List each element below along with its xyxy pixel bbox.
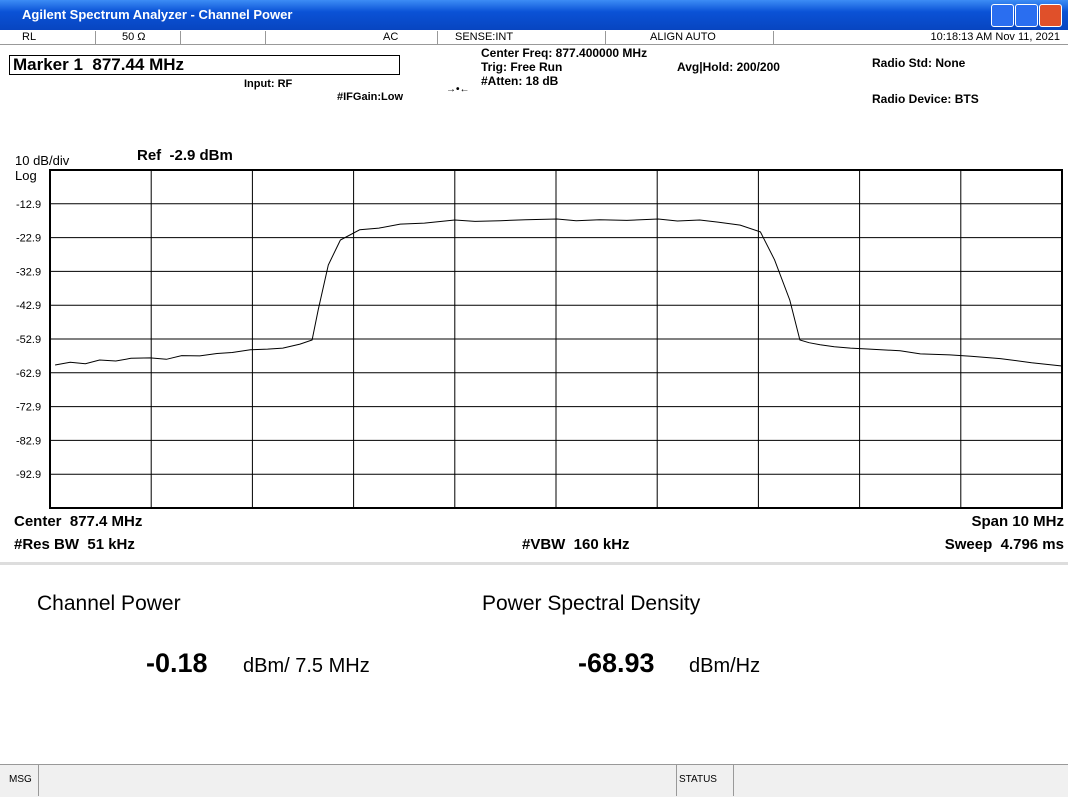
scale-type: Log [15,168,37,183]
separator [676,764,677,796]
status-text: SENSE:INT [455,31,514,43]
minimize-button[interactable] [991,4,1014,27]
separator [180,31,181,45]
message-bar [0,764,1068,797]
header-text: Input: RF [244,78,293,90]
header-text: Avg|Hold: 200/200 [677,60,780,74]
header-text: Radio Std: None [872,56,966,70]
msg-label: MSG [9,774,32,785]
footer-text: #VBW 160 kHz [522,536,630,553]
separator [733,764,734,796]
header-text: Center Freq: 877.400000 MHz [481,46,648,60]
separator [773,31,774,45]
footer-text: Sweep 4.796 ms [944,536,1064,553]
y-tick-label: -92.9 [16,469,41,481]
status-text: 10:18:13 AM Nov 11, 2021 [930,31,1060,43]
close-button[interactable] [1039,4,1062,27]
y-tick-label: -52.9 [16,334,41,346]
title-bar: Agilent Spectrum Analyzer - Channel Powe… [0,0,1068,30]
status-text: RL [22,31,37,43]
plot-frame [49,169,1063,509]
maximize-button[interactable] [1015,4,1038,27]
header-text: Trig: Free Run [481,60,563,74]
result-unit: dBm/Hz [689,655,761,677]
status-text: 50 Ω [122,31,146,43]
footer-text: #Res BW 51 kHz [14,536,135,553]
y-tick-label: -42.9 [16,300,41,312]
marker-readout[interactable]: Marker 1 877.44 MHz [9,55,400,75]
y-tick-label: -82.9 [16,435,41,447]
trig-icon: →•← [446,84,470,95]
separator [437,31,438,45]
result-label: Power Spectral Density [482,592,701,615]
separator [265,31,266,45]
footer-text: Center 877.4 MHz [14,513,143,530]
footer-text: Span 10 MHz [971,513,1064,530]
result-unit: dBm/ 7.5 MHz [243,655,370,677]
separator [95,31,96,45]
status-text: AC [383,31,399,43]
scale-text: 10 dB/div [15,153,70,168]
plot: -12.9 -22.9 -32.9 -42.9 -52.9 -62.9 -72.9 -82.9… [16,169,1063,509]
header-text: Radio Device: BTS [872,92,979,106]
divider [0,562,1068,565]
y-tick-label: -12.9 [16,199,41,211]
y-tick-label: -62.9 [16,368,41,380]
y-tick-label: -22.9 [16,233,41,245]
y-tick-label: -32.9 [16,266,41,278]
separator [38,764,39,796]
status-text: ALIGN AUTO [650,31,716,43]
separator [605,31,606,45]
result-value: -0.18 [146,648,208,678]
ref-level: Ref -2.9 dBm [137,147,233,164]
trace [55,218,1063,367]
header-text: #IFGain:Low [337,91,403,103]
window-title: Agilent Spectrum Analyzer - Channel Powe… [22,7,293,22]
header-text: #Atten: 18 dB [481,74,559,88]
result-value: -68.93 [578,648,655,678]
result-label: Channel Power [37,592,181,615]
status-row [0,31,1068,45]
status-label: STATUS [679,774,717,785]
y-tick-label: -72.9 [16,402,41,414]
